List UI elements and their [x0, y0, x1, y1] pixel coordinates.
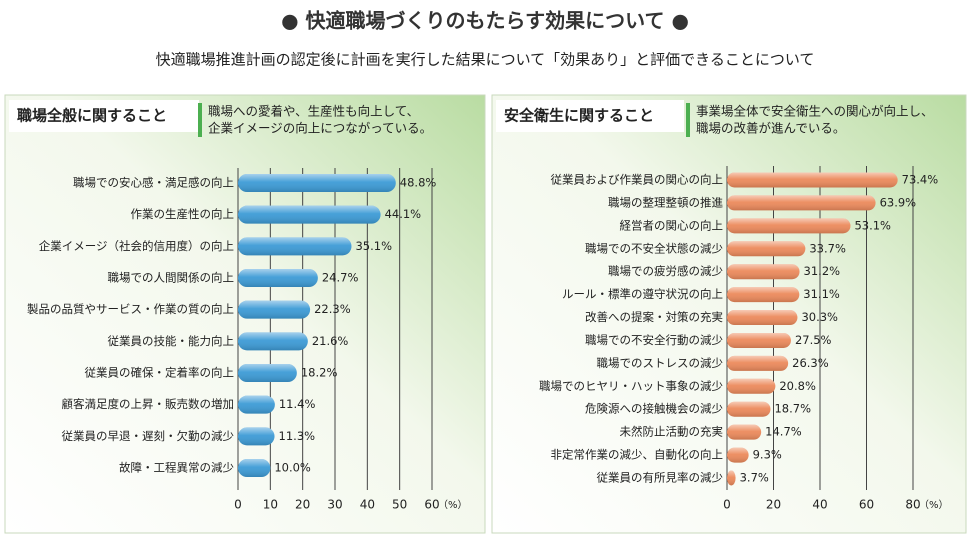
category-label: 作業の生産性の向上 [131, 207, 235, 221]
bar-shine [238, 205, 381, 224]
bar-shine [238, 332, 308, 351]
value-label: 73.4% [902, 173, 939, 187]
bar-shine [238, 427, 275, 446]
panel-description: 職場の改善が進んでいる。 [696, 121, 845, 136]
x-tick-label: 30 [327, 498, 342, 512]
bar-shine [727, 424, 762, 440]
category-label: 未然防止活動の充実 [620, 425, 724, 439]
value-label: 24.7% [322, 271, 359, 285]
category-label: 職場での安心感・満足感の向上 [73, 176, 234, 190]
x-tick-label: 40 [812, 498, 827, 512]
category-label: 従業員の有所見率の減少 [597, 471, 724, 485]
x-tick-label: 10 [263, 498, 278, 512]
panel-description: 事業場全体で安全衛生への関心が向上し、 [696, 104, 934, 119]
value-label: 20.8% [779, 379, 816, 393]
value-label: 3.7% [740, 471, 769, 485]
value-label: 27.5% [795, 333, 832, 347]
category-label: 企業イメージ（社会的信用度）の向上 [39, 239, 234, 253]
category-label: 経営者の関心の向上 [620, 218, 724, 232]
value-label: 18.7% [774, 402, 811, 416]
category-label: 職場の整理整頓の推進 [608, 195, 723, 209]
category-label: 職場でのストレスの減少 [597, 356, 724, 370]
value-label: 30.3% [801, 310, 838, 324]
panel-title-box [9, 100, 199, 132]
bar-shine [727, 241, 806, 257]
x-tick-label: 20 [295, 498, 310, 512]
panel-description: 企業イメージの向上につながっている。 [208, 121, 432, 136]
x-tick-label: 20 [766, 498, 781, 512]
value-label: 10.0% [274, 461, 311, 475]
bar-shine [727, 332, 791, 348]
category-label: 改善への提案・対策の充実 [585, 310, 723, 324]
category-label: 従業員の技能・能力向上 [108, 334, 235, 348]
panel-description: 職場への愛着や、生産性も向上して、 [208, 104, 419, 119]
panel-title: 職場全般に関すること [17, 107, 167, 125]
value-label: 9.3% [753, 448, 782, 462]
panel-title-box [496, 100, 684, 132]
bar-shine [238, 300, 311, 319]
bar-shine [727, 310, 798, 326]
value-label: 44.1% [385, 207, 422, 221]
bar-shine [238, 459, 271, 477]
value-label: 26.3% [792, 356, 829, 370]
bar-shine [727, 378, 776, 394]
page-title: ● 快適職場づくりのもたらす効果について ● [281, 9, 689, 33]
unit-label: （%） [438, 499, 468, 511]
value-label: 31.1% [803, 287, 840, 301]
bar-shine [727, 264, 800, 280]
category-label: 職場での不安全行動の減少 [585, 333, 723, 347]
category-label: 危険源への接触機会の減少 [585, 402, 723, 416]
x-tick-label: 50 [392, 498, 407, 512]
desc-bar [198, 103, 202, 137]
category-label: 顧客満足度の上昇・販売数の増加 [62, 397, 235, 411]
bar-shine [238, 269, 318, 287]
value-label: 11.3% [279, 429, 316, 443]
category-label: 職場での不安全状態の減少 [585, 241, 723, 255]
value-label: 18.2% [301, 366, 338, 380]
x-tick-label: 0 [234, 498, 242, 512]
bar-shine [727, 470, 736, 486]
panel-title: 安全衛生に関すること [504, 107, 654, 125]
unit-label: （%） [919, 499, 949, 511]
category-label: 従業員の早退・遅刻・欠勤の減少 [62, 429, 235, 443]
value-label: 11.4% [279, 397, 316, 411]
value-label: 33.7% [809, 241, 846, 255]
x-tick-label: 40 [360, 498, 375, 512]
category-label: 職場でのヒヤリ・ハット事象の減少 [539, 379, 723, 393]
bar-shine [727, 355, 789, 371]
value-label: 14.7% [765, 425, 802, 439]
bar-shine [727, 401, 771, 417]
x-tick-label: 80 [905, 498, 920, 512]
desc-bar [686, 103, 690, 137]
bar-shine [238, 174, 396, 192]
category-label: 製品の品質やサービス・作業の質の向上 [27, 302, 234, 316]
value-label: 35.1% [355, 239, 392, 253]
bar-shine [727, 195, 876, 211]
value-label: 22.3% [314, 302, 351, 316]
value-label: 48.8% [400, 176, 437, 190]
bar-shine [238, 395, 275, 414]
value-label: 31.2% [804, 264, 841, 278]
bar-shine [727, 447, 749, 463]
value-label: 53.1% [854, 218, 891, 232]
bar-shine [727, 218, 851, 234]
bar-shine [238, 364, 297, 382]
x-tick-label: 60 [859, 498, 874, 512]
x-tick-label: 60 [424, 498, 439, 512]
page-subtitle: 快適職場推進計画の認定後に計画を実行した結果について「効果あり」と評価できること… [156, 51, 815, 69]
category-label: 非定常作業の減少、自動化の向上 [551, 448, 724, 462]
category-label: 従業員および作業員の関心の向上 [551, 173, 724, 187]
category-label: 従業員の確保・定着率の向上 [85, 366, 235, 380]
bar-shine [727, 172, 898, 188]
category-label: 職場での疲労感の減少 [608, 264, 723, 278]
bar-shine [238, 237, 352, 256]
value-label: 63.9% [880, 195, 917, 209]
x-tick-label: 0 [723, 498, 731, 512]
category-label: 職場での人間関係の向上 [108, 271, 235, 285]
value-label: 21.6% [312, 334, 349, 348]
category-label: 故障・工程異常の減少 [119, 461, 234, 475]
category-label: ルール・標準の遵守状況の向上 [562, 287, 723, 301]
bar-shine [727, 287, 800, 303]
